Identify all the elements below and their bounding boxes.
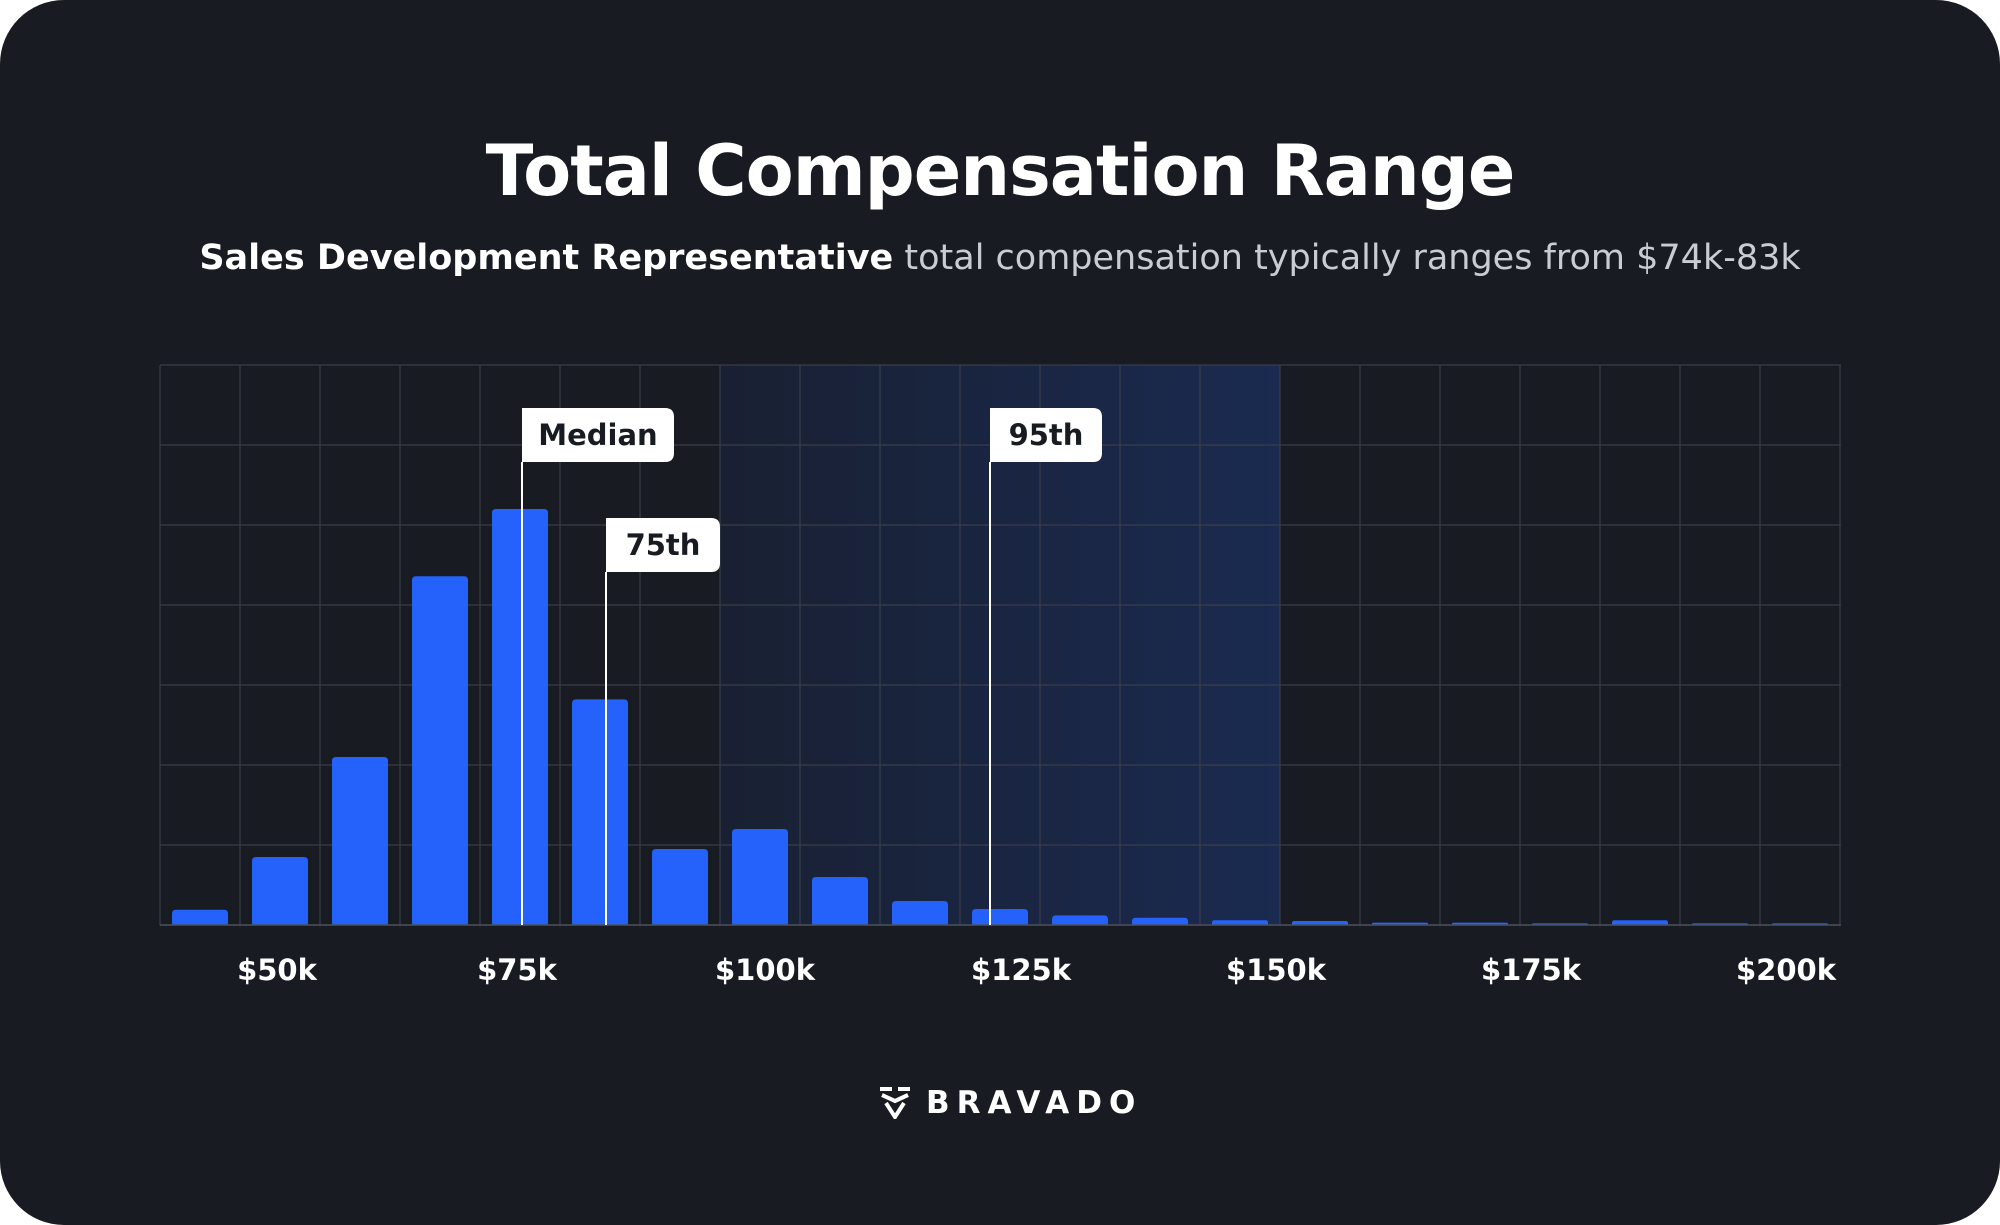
histogram-bar [172,909,228,925]
histogram-bar [892,901,948,925]
x-tick-label: $200k [1736,953,1837,987]
percentile-label-box [990,408,1102,462]
brand-footer: BRAVADO [880,1083,1142,1123]
x-tick-label: $50k [237,953,318,987]
brand-name: BRAVADO [926,1085,1143,1121]
bravado-logo-icon [880,1087,910,1119]
subtitle-role: Sales Development Representative [199,238,894,278]
histogram-bar [492,509,548,925]
histogram-bar [1612,920,1668,925]
histogram-bar [252,857,308,925]
histogram-bar [1212,920,1268,925]
histogram-bar [732,829,788,925]
percentile-label: Median [538,418,657,452]
percentile-label-box [606,518,720,572]
subtitle-range-text: total compensation typically ranges from… [893,238,1801,278]
x-tick-label: $125k [971,953,1072,987]
x-tick-label: $75k [477,953,558,987]
histogram-bar [652,849,708,925]
percentile-label: 95th [1009,418,1084,452]
x-tick-label: $100k [715,953,816,987]
histogram-bar [332,757,388,925]
histogram-bar [572,699,628,925]
x-tick-label: $150k [1226,953,1327,987]
percentile-label-box [522,408,674,462]
histogram-bar [412,576,468,925]
percentile-label: 75th [626,528,701,562]
x-tick-label: $175k [1481,953,1582,987]
histogram-bar [1052,915,1108,925]
histogram-bar [1292,921,1348,925]
histogram-bar [1132,917,1188,925]
chart-title: Total Compensation Range [485,130,1516,212]
histogram-bar [812,877,868,925]
chart-subtitle: Sales Development Representative total c… [0,238,2000,278]
histogram-bar [972,909,1028,925]
